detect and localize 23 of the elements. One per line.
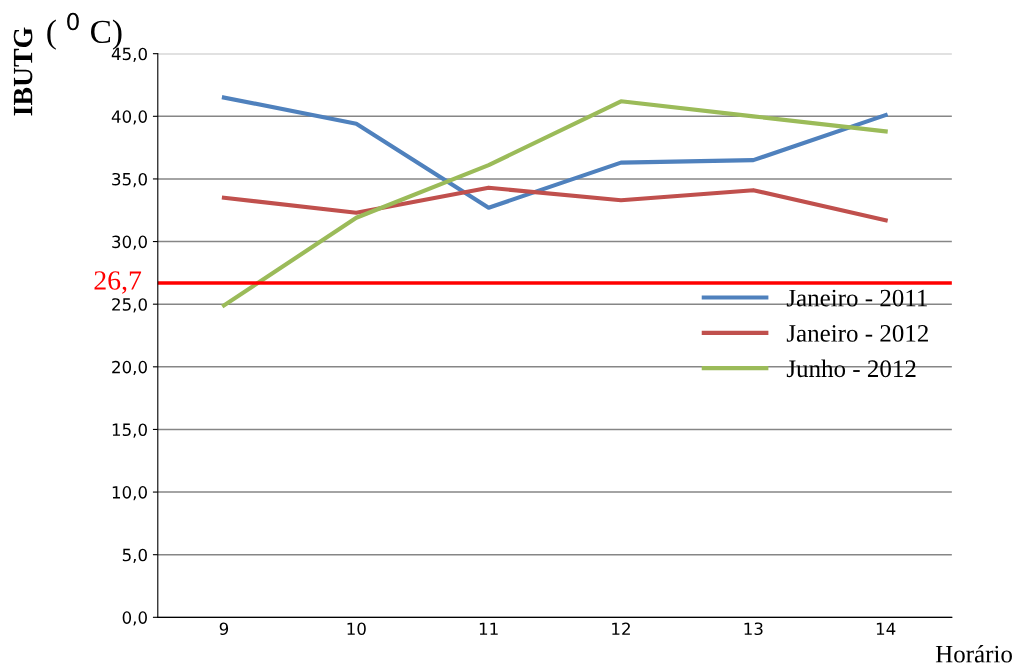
x-tick-label: 9 [219, 622, 229, 636]
x-axis-title: Horário [935, 644, 1012, 663]
x-tick-label: 12 [612, 622, 630, 635]
legend-label: Janeiro - 2011 [786, 289, 927, 307]
y-tick-label: 30,0 [112, 235, 147, 250]
y-tick-label: 35,0 [112, 172, 147, 188]
x-tick-label: 14 [876, 622, 896, 635]
y-tick-label: 40,0 [111, 110, 147, 125]
y-tick-label: 25,0 [112, 298, 147, 313]
y-tick-label: 5,0 [122, 548, 147, 563]
y-tick-label: 10,0 [112, 486, 147, 501]
x-tick-label: 13 [744, 622, 763, 636]
line-series [221, 185, 888, 223]
x-tick-label: 11 [479, 622, 498, 635]
y-tick-label: 0,0 [122, 611, 147, 626]
line-series [221, 95, 888, 210]
x-tick-label: 10 [347, 622, 366, 636]
legend-label: Janeiro - 2012 [786, 324, 928, 342]
y-tick-label: 20,0 [112, 360, 147, 376]
y-axis-title: IBUTG [13, 27, 33, 116]
legend-label: Junho - 2012 [786, 359, 916, 378]
ref-line-label: 26,7 [94, 271, 142, 294]
y-tick-label: 15,0 [112, 423, 147, 438]
